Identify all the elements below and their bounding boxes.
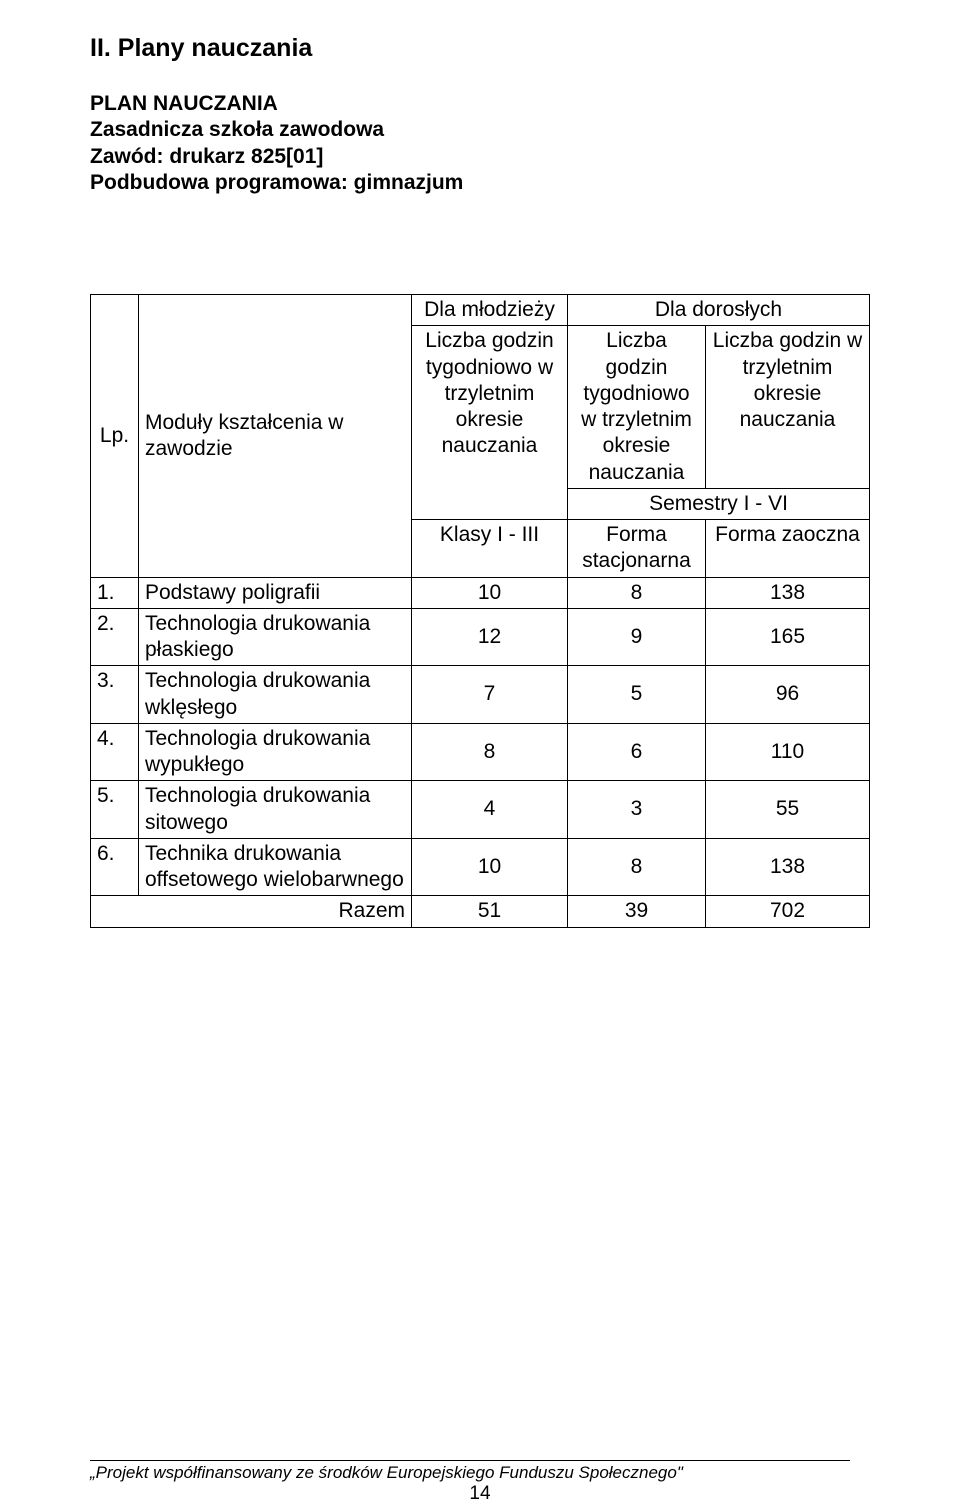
cell-f1: 8 [568,577,706,608]
table-row: 4. Technologia drukowania wypukłego 8 6 … [91,723,870,781]
table-row: 3. Technologia drukowania wklęsłego 7 5 … [91,666,870,724]
cell-k: 4 [412,781,568,839]
cell-f1: 5 [568,666,706,724]
cell-k: 10 [412,838,568,896]
cell-name: Podstawy poligrafii [139,577,412,608]
cell-name: Technologia drukowania wypukłego [139,723,412,781]
cell-lp: 3. [91,666,139,724]
th-youth-hours: Liczba godzin tygodniowo w trzyletnim ok… [412,326,568,520]
th-adult-hours-weekly: Liczba godzin tygodniowo w trzyletnim ok… [568,326,706,489]
cell-total-label: Razem [91,896,412,927]
subhead-line: PLAN NAUCZANIA [90,91,870,117]
table-total-row: Razem 51 39 702 [91,896,870,927]
page: II. Plany nauczania PLAN NAUCZANIA Zasad… [0,0,960,1509]
footer-text: „Projekt współfinansowany ze środków Eur… [90,1463,683,1482]
cell-f2: 138 [706,838,870,896]
plan-subheading: PLAN NAUCZANIA Zasadnicza szkoła zawodow… [90,91,870,196]
cell-k: 12 [412,608,568,666]
cell-name: Technika drukowania offsetowego wielobar… [139,838,412,896]
table-row: 5. Technologia drukowania sitowego 4 3 5… [91,781,870,839]
table-row: 1. Podstawy poligrafii 10 8 138 [91,577,870,608]
cell-k: 8 [412,723,568,781]
table-header-row: Lp. Moduły kształcenia w zawodzie Dla mł… [91,295,870,326]
th-modules: Moduły kształcenia w zawodzie [139,295,412,578]
th-forma-z: Forma zaoczna [706,520,870,578]
cell-total-f1: 39 [568,896,706,927]
cell-lp: 5. [91,781,139,839]
cell-f2: 110 [706,723,870,781]
th-youth: Dla młodzieży [412,295,568,326]
cell-f1: 9 [568,608,706,666]
cell-name: Technologia drukowania sitowego [139,781,412,839]
cell-f2: 138 [706,577,870,608]
th-adults: Dla dorosłych [568,295,870,326]
cell-lp: 1. [91,577,139,608]
subhead-line: Zasadnicza szkoła zawodowa [90,117,870,143]
table-row: 2. Technologia drukowania płaskiego 12 9… [91,608,870,666]
cell-f1: 3 [568,781,706,839]
th-adult-hours-total: Liczba godzin w trzyletnim okresie naucz… [706,326,870,489]
cell-lp: 6. [91,838,139,896]
page-heading: II. Plany nauczania [90,34,870,63]
th-forma-st: Forma stacjonarna [568,520,706,578]
cell-lp: 2. [91,608,139,666]
cell-f2: 165 [706,608,870,666]
cell-total-f2: 702 [706,896,870,927]
subhead-line: Podbudowa programowa: gimnazjum [90,170,870,196]
cell-total-k: 51 [412,896,568,927]
subhead-line: Zawód: drukarz 825[01] [90,144,870,170]
page-number: 14 [0,1483,960,1505]
cell-k: 10 [412,577,568,608]
cell-f2: 96 [706,666,870,724]
cell-f1: 8 [568,838,706,896]
cell-lp: 4. [91,723,139,781]
page-footer: „Projekt współfinansowany ze środków Eur… [90,1460,850,1483]
th-lp: Lp. [91,295,139,578]
cell-f1: 6 [568,723,706,781]
th-klasy: Klasy I - III [412,520,568,578]
curriculum-table: Lp. Moduły kształcenia w zawodzie Dla mł… [90,294,870,928]
footer-rule [90,1460,850,1461]
cell-f2: 55 [706,781,870,839]
table-row: 6. Technika drukowania offsetowego wielo… [91,838,870,896]
cell-name: Technologia drukowania wklęsłego [139,666,412,724]
th-semesters: Semestry I - VI [568,488,870,519]
cell-name: Technologia drukowania płaskiego [139,608,412,666]
cell-k: 7 [412,666,568,724]
